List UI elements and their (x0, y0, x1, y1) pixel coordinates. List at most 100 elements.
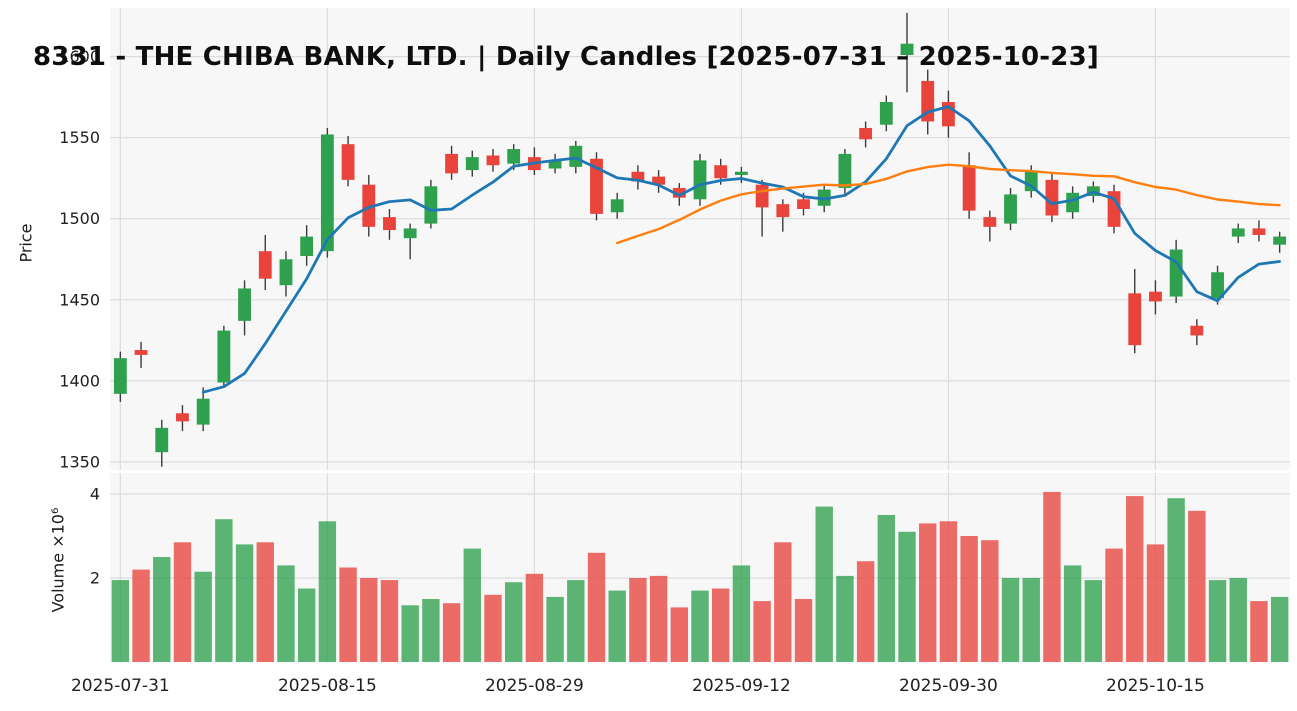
date-tick-label: 2025-08-29 (485, 676, 584, 696)
volume-bar (173, 542, 192, 662)
candle-body (383, 217, 396, 231)
volume-bar (1167, 498, 1185, 662)
volume-bar (960, 536, 978, 662)
volume-bar (1270, 596, 1289, 662)
volume-bar (649, 575, 668, 662)
volume-bar (981, 540, 999, 662)
date-tick-label: 2025-09-30 (899, 676, 998, 696)
volume-bar (1063, 565, 1082, 662)
candle-body (672, 187, 686, 198)
candle-body (238, 288, 251, 321)
candle-body (1066, 192, 1080, 213)
candle-body (900, 43, 914, 56)
candle-body (1231, 228, 1245, 237)
price-tick-label: 1400 (59, 371, 100, 390)
volume-bar (1084, 580, 1103, 662)
volume-bar (670, 607, 688, 662)
candle-body (610, 199, 624, 213)
volume-bar (1229, 578, 1247, 662)
volume-bar (463, 548, 481, 662)
candle-body (279, 259, 293, 286)
candle-body (652, 176, 666, 185)
price-tick-label: 1600 (59, 47, 100, 66)
candle-body (113, 358, 127, 394)
volume-bar (629, 578, 647, 662)
volume-bar (1188, 510, 1206, 662)
volume-bar (504, 582, 523, 662)
price-axis-label: Price (16, 223, 36, 263)
candle-body (1024, 171, 1038, 192)
volume-bar (1208, 580, 1227, 662)
candle-body (1128, 293, 1142, 346)
volume-bar (1043, 491, 1061, 662)
candle-body (734, 171, 748, 175)
candle-body (797, 199, 810, 210)
candle-body (1107, 191, 1121, 227)
volume-bar (442, 603, 461, 662)
volume-bar (546, 596, 564, 662)
volume-bar (277, 565, 295, 662)
candle-body (486, 155, 500, 166)
volume-axis-label: Volume ×10⁶ (48, 507, 68, 613)
candle-body (300, 236, 314, 257)
volume-bar (401, 605, 419, 662)
price-panel (110, 8, 1290, 470)
volume-bar (194, 571, 212, 662)
candle-body (1252, 228, 1266, 235)
volume-bar (1146, 544, 1165, 662)
candle-body (838, 153, 852, 188)
volume-bar (691, 590, 709, 662)
volume-bar (484, 594, 502, 662)
volume-bar (525, 573, 544, 662)
volume-bar (712, 588, 730, 662)
candle-body (631, 171, 645, 182)
candle-body (590, 158, 603, 214)
volume-tick-label: 2 (90, 569, 100, 588)
volume-tick-label: 4 (90, 485, 100, 504)
volume-bar (774, 542, 792, 662)
date-tick-label: 2025-10-15 (1106, 676, 1205, 696)
volume-bar (877, 515, 896, 662)
candle-body (714, 165, 728, 179)
volume-bars-group (111, 491, 1289, 662)
volume-bar (815, 506, 833, 662)
candle-body (320, 134, 334, 252)
volume-bar (732, 565, 751, 662)
volume-bar (235, 544, 254, 662)
candle-body (755, 184, 769, 208)
volume-bar (898, 531, 916, 662)
price-tick-label: 1350 (59, 452, 100, 471)
candle-body (693, 160, 707, 200)
volume-bar (380, 580, 399, 662)
date-axis-ticks: 2025-07-31 2025-08-15 2025-08-29 2025-09-12… (71, 676, 1205, 696)
candle-body (424, 186, 438, 224)
volume-bar (753, 601, 771, 662)
volume-bar (836, 575, 854, 662)
candle-body (341, 144, 355, 180)
candle-body (962, 165, 976, 211)
volume-bar (132, 569, 150, 662)
volume-bar (608, 590, 626, 662)
volume-bar (111, 580, 130, 662)
date-tick-label: 2025-07-31 (71, 676, 170, 696)
candle-body (445, 153, 458, 174)
volume-bar (794, 599, 813, 662)
candle-body (465, 157, 479, 171)
price-tick-label: 1450 (59, 290, 100, 309)
candle-body (155, 427, 169, 453)
date-tick-label: 2025-08-15 (278, 676, 377, 696)
volume-bar (1022, 578, 1040, 662)
candle-body (176, 413, 189, 422)
volume-bar (256, 542, 274, 662)
candle-body (217, 330, 231, 383)
candles-group (113, 12, 1287, 467)
candle-body (134, 350, 148, 355)
volume-bar (939, 521, 958, 662)
candle-body (258, 251, 272, 279)
chart-title: 8331 - THE CHIBA BANK, LTD. | Daily Cand… (33, 42, 1099, 72)
ma-slow-line (616, 163, 1281, 245)
candle-body (362, 184, 376, 227)
candle-body (983, 217, 997, 227)
